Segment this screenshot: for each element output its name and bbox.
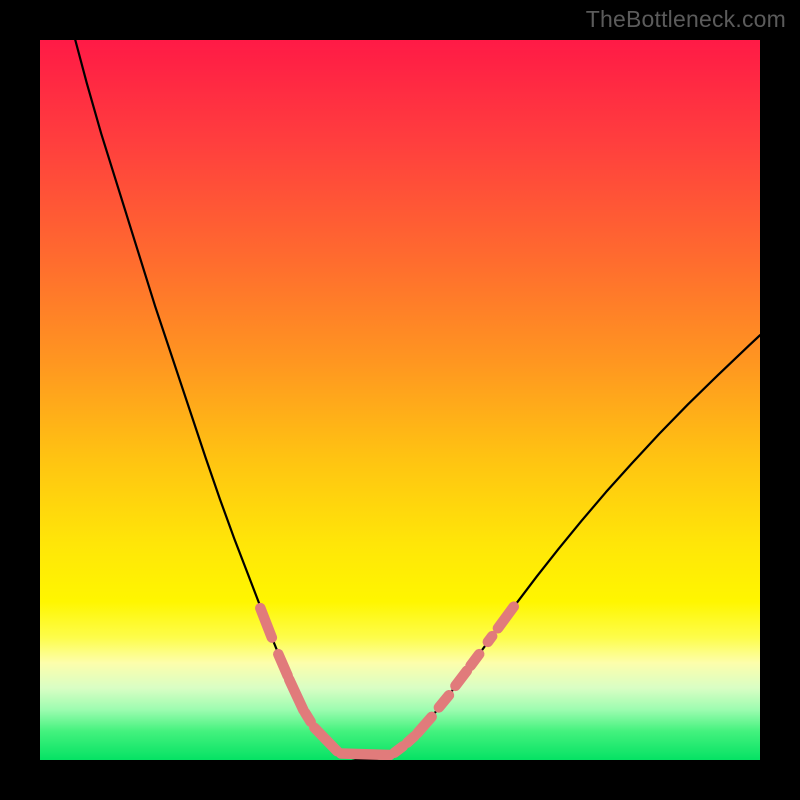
bottleneck-curve	[75, 40, 760, 760]
marker-segment	[278, 654, 287, 676]
outer-frame: TheBottleneck.com	[0, 0, 800, 800]
marker-segment	[289, 679, 303, 710]
marker-segment	[341, 754, 390, 755]
marker-segment	[394, 746, 403, 752]
marker-segment	[455, 671, 467, 686]
plot-area	[40, 40, 760, 760]
marker-segment	[488, 636, 492, 642]
plot-svg	[40, 40, 760, 760]
watermark-text: TheBottleneck.com	[586, 6, 786, 33]
marker-group	[260, 607, 513, 755]
marker-segment	[439, 695, 449, 707]
marker-segment	[305, 712, 311, 721]
marker-segment	[471, 654, 480, 666]
marker-segment	[417, 717, 431, 734]
marker-segment	[314, 728, 337, 752]
marker-segment	[407, 736, 414, 742]
marker-segment	[260, 608, 272, 638]
marker-segment	[498, 607, 514, 629]
